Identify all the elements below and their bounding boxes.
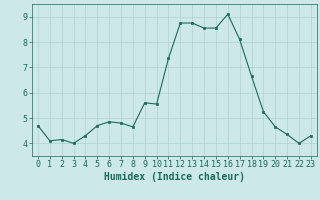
X-axis label: Humidex (Indice chaleur): Humidex (Indice chaleur): [104, 172, 245, 182]
